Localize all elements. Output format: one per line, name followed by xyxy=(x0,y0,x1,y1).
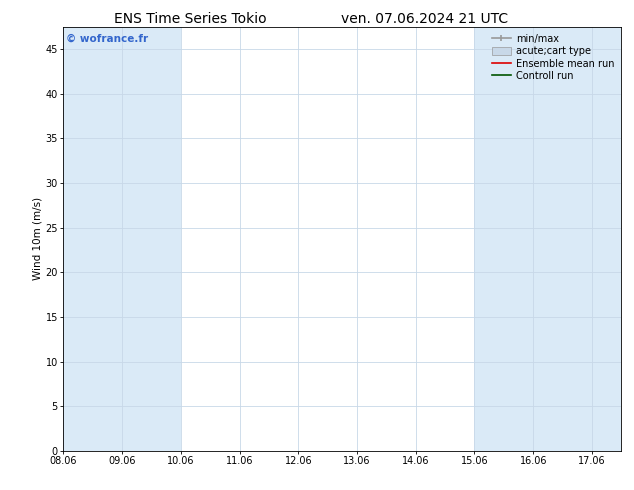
Bar xyxy=(592,27,621,451)
Bar xyxy=(474,27,533,451)
Y-axis label: Wind 10m (m/s): Wind 10m (m/s) xyxy=(32,197,42,280)
Bar xyxy=(63,27,122,451)
Bar xyxy=(122,27,181,451)
Text: ENS Time Series Tokio: ENS Time Series Tokio xyxy=(114,12,266,26)
Text: ven. 07.06.2024 21 UTC: ven. 07.06.2024 21 UTC xyxy=(341,12,508,26)
Text: © wofrance.fr: © wofrance.fr xyxy=(66,33,148,43)
Bar xyxy=(533,27,592,451)
Legend: min/max, acute;cart type, Ensemble mean run, Controll run: min/max, acute;cart type, Ensemble mean … xyxy=(489,32,616,83)
